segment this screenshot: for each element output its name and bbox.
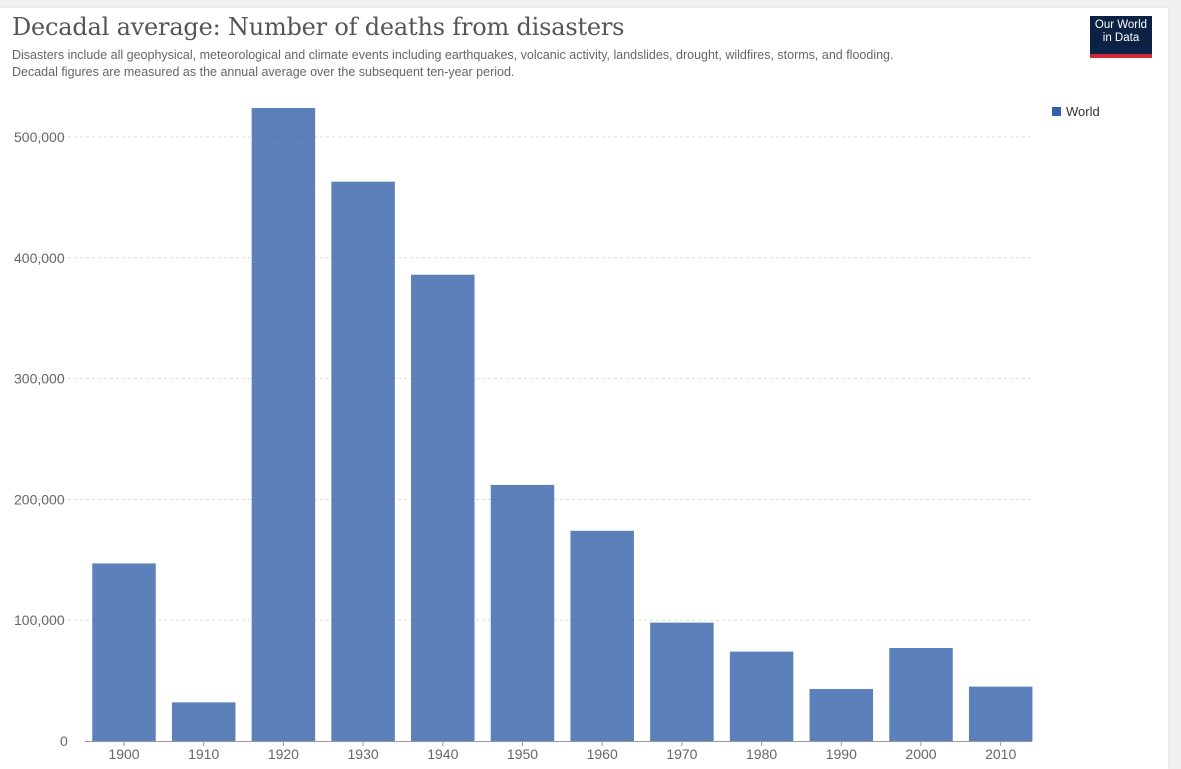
x-tick-label-1930: 1930 [348,746,379,762]
bar-1910[interactable] [171,702,236,741]
bar-1900[interactable] [92,563,156,741]
y-tick-label-200000: 200,000 [14,491,65,507]
subtitle-line-2: Decadal figures are measured as the annu… [12,65,515,79]
chart-title: Decadal average: Number of deaths from d… [12,13,625,41]
logo-line-2: in Data [1102,32,1140,44]
logo-line-1: Our World [1094,19,1148,31]
bar-1920[interactable] [251,108,316,741]
bar-1990[interactable] [809,689,874,741]
y-tick-label-400000: 400,000 [14,250,65,266]
x-tick-label-1980: 1980 [746,746,777,762]
subtitle-line-1: Disasters include all geophysical, meteo… [12,48,894,62]
x-tick-label-2000: 2000 [905,746,936,762]
y-tick-label-0: 0 [60,733,68,749]
x-tick-label-2010: 2010 [985,746,1016,762]
bar-2000[interactable] [889,647,953,741]
legend-label-world[interactable]: World [1066,104,1100,119]
x-tick-label-1960: 1960 [587,746,618,762]
x-tick-label-1950: 1950 [507,746,538,762]
grid-lines [14,136,1032,621]
x-tick-label-1940: 1940 [427,746,458,762]
bar-1940[interactable] [411,274,475,741]
y-tick-label-300000: 300,000 [14,371,65,387]
owid-logo[interactable]: Our World in Data [1090,16,1152,58]
y-tick-label-500000: 500,000 [14,129,65,145]
x-tick-label-1920: 1920 [268,746,299,762]
legend: World [1052,104,1100,119]
bar-1950[interactable] [490,484,555,741]
x-tick-label-1910: 1910 [188,746,219,762]
x-tick-label-1970: 1970 [666,746,697,762]
bar-1930[interactable] [331,181,395,741]
axes: 0 100,000 200,000 300,000 400,000 500,000 1900… [14,129,1032,762]
bar-1980[interactable] [729,651,794,741]
bar-2010[interactable] [968,686,1033,741]
x-tick-label-1990: 1990 [826,746,857,762]
y-tick-label-100000: 100,000 [14,612,65,628]
bars [92,108,1033,741]
chart-subtitle: Disasters include all geophysical, meteo… [12,47,1012,81]
x-tick-label-1900: 1900 [108,746,139,762]
bar-1960[interactable] [570,530,634,741]
bar-1970[interactable] [650,622,714,741]
legend-swatch-world [1052,107,1061,116]
